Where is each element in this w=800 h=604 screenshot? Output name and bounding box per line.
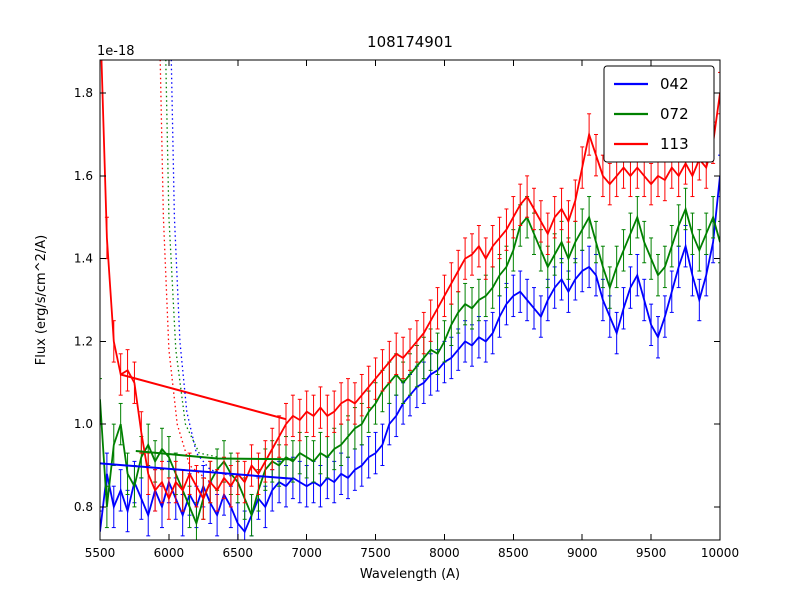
chart-title: 108174901 — [367, 33, 453, 51]
x-axis-label: Wavelength (A) — [360, 567, 460, 582]
svg-text:1.8: 1.8 — [74, 86, 93, 100]
y-axis-label: Flux (erg/s/cm^2/A) — [34, 235, 49, 365]
svg-text:6000: 6000 — [154, 546, 185, 560]
legend: 042 072 113 — [603, 65, 715, 163]
axes-frame — [99, 59, 721, 541]
svg-text:0.8: 0.8 — [74, 500, 93, 514]
legend-box — [603, 65, 715, 163]
svg-text:1.6: 1.6 — [74, 169, 93, 183]
legend-label-113: 113 — [660, 135, 689, 153]
legend-label-072: 072 — [660, 105, 689, 123]
svg-text:8000: 8000 — [429, 546, 460, 560]
svg-text:9500: 9500 — [636, 546, 667, 560]
svg-text:9000: 9000 — [567, 546, 598, 560]
series-layer — [100, 60, 720, 540]
svg-text:10000: 10000 — [701, 546, 739, 560]
svg-text:1.4: 1.4 — [74, 252, 93, 266]
svg-text:7000: 7000 — [291, 546, 322, 560]
svg-text:8500: 8500 — [498, 546, 529, 560]
legend-label-042: 042 — [660, 75, 689, 93]
svg-text:6500: 6500 — [223, 546, 254, 560]
y-offset-text: 1e-18 — [97, 44, 135, 59]
svg-text:1.0: 1.0 — [74, 417, 93, 431]
svg-text:1.2: 1.2 — [74, 334, 93, 348]
svg-text:7500: 7500 — [360, 546, 391, 560]
tick-layer: 5500 6000 6500 7000 7500 8000 8500 9000 9500 1000… — [74, 60, 739, 560]
svg-text:5500: 5500 — [85, 546, 116, 560]
